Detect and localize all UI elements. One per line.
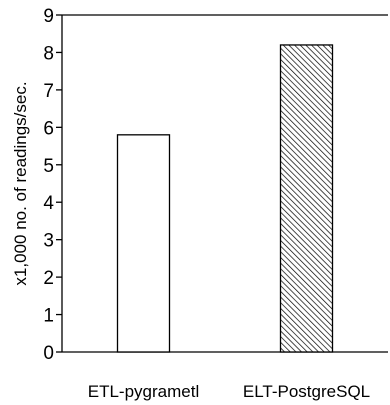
y-tick-label: 0 (43, 343, 54, 364)
y-tick-label: 1 (43, 306, 54, 327)
y-ticks: 0 1 2 3 4 5 6 7 8 9 (43, 6, 62, 364)
bars (116, 44, 334, 353)
y-tick-label: 5 (43, 156, 54, 177)
y-tick-label: 4 (43, 193, 54, 214)
category-labels: ETL-pygrametl ELT-PostgreSQL (88, 382, 370, 401)
y-tick-label: 3 (43, 231, 54, 252)
category-label: ELT-PostgreSQL (243, 382, 370, 401)
y-tick-label: 9 (43, 6, 54, 27)
bar-etl-pygrametl (116, 134, 171, 353)
y-tick-label: 7 (43, 81, 54, 102)
y-tick-label: 6 (43, 118, 54, 139)
category-label: ETL-pygrametl (88, 382, 199, 401)
plot-area: 0 1 2 3 4 5 6 7 8 9 ETL-pygrametl ELT-PostgreSQL (43, 6, 388, 401)
y-tick-label: 8 (43, 43, 54, 64)
y-axis-label: x1,000 no. of readings/sec. (11, 81, 30, 285)
y-tick-label: 2 (43, 268, 54, 289)
bar-elt-postgresql (279, 44, 334, 353)
